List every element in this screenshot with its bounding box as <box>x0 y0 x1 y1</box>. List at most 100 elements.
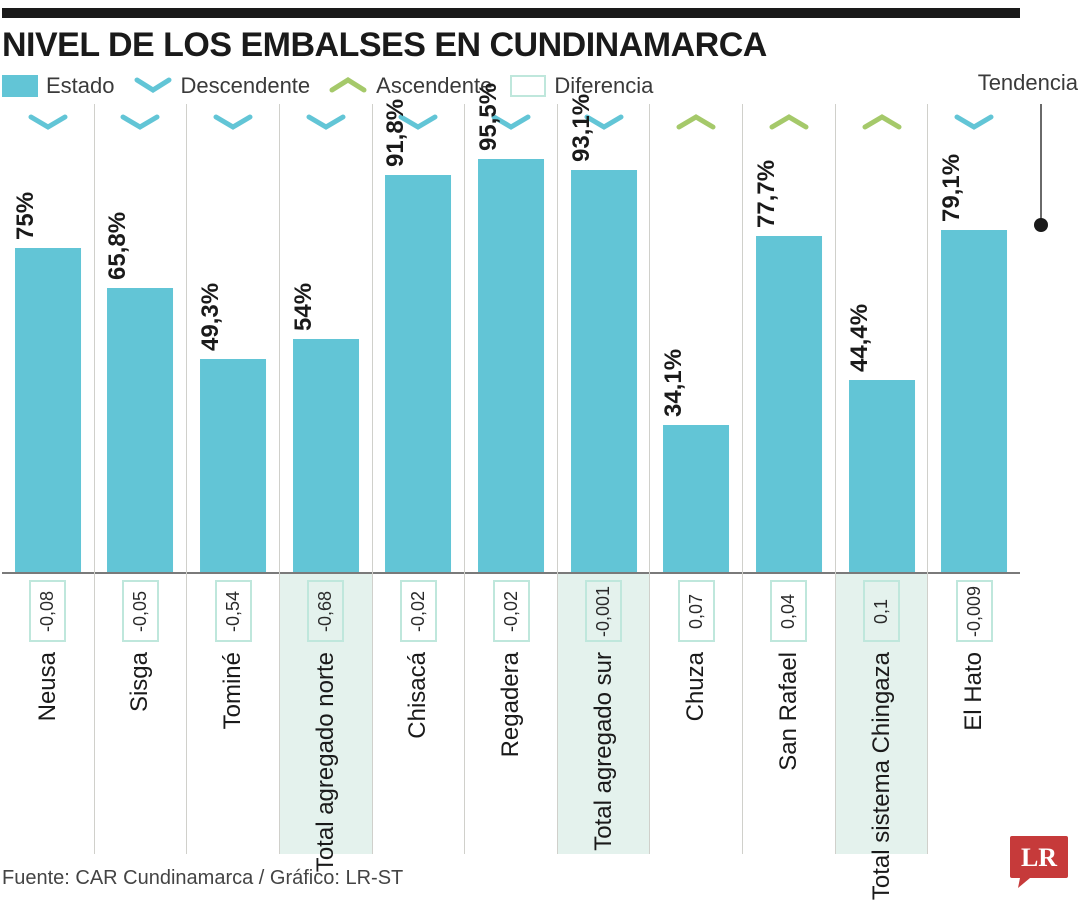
difference-box: -0,08 <box>29 580 66 642</box>
bar <box>478 159 544 572</box>
difference-box: -0,68 <box>307 580 344 642</box>
bar-value-label: 91,8% <box>382 99 410 167</box>
column-footer: 0,04San Rafael <box>743 574 835 854</box>
difference-box: 0,1 <box>863 580 900 642</box>
chart-column: 79,1% -0,009 El Hato <box>928 104 1020 854</box>
bar <box>571 170 637 572</box>
legend-ascendente: Ascendente <box>328 73 492 99</box>
chevron-down-icon <box>210 111 256 133</box>
chart-column: 95,5% -0,02 Regadera <box>465 104 558 854</box>
difference-box: -0,009 <box>956 580 993 642</box>
column-footer: 0,1Total sistema Chingaza <box>836 574 928 854</box>
bar-value-label: 95,5% <box>475 83 503 151</box>
bar-value-label: 79,1% <box>938 154 966 222</box>
chart-column: 54% -0,68Total agregado norte <box>280 104 373 854</box>
difference-box: -0,02 <box>400 580 437 642</box>
bar-zone: 65,8% <box>95 140 187 574</box>
column-footer: -0,02 Chisacá <box>373 574 465 854</box>
bar <box>849 380 915 572</box>
chart-column: 91,8% -0,02 Chisacá <box>373 104 466 854</box>
column-footer: -0,02 Regadera <box>465 574 557 854</box>
tendencia-label: Tendencia <box>978 70 1078 96</box>
bar-value-label: 93,1% <box>568 94 596 162</box>
chart-column: 44,4%0,1Total sistema Chingaza <box>836 104 929 854</box>
trend-indicator <box>280 104 372 140</box>
legend-descendente: Descendente <box>133 73 311 99</box>
difference-box: 0,07 <box>678 580 715 642</box>
bar-zone: 44,4% <box>836 140 928 574</box>
legend-estado: Estado <box>2 73 115 99</box>
difference-box: -0,05 <box>122 580 159 642</box>
chevron-up-icon <box>859 111 905 133</box>
bar <box>385 175 451 572</box>
bar-zone: 49,3% <box>187 140 279 574</box>
chevron-up-icon <box>766 111 812 133</box>
bar <box>293 339 359 572</box>
bar <box>200 359 266 572</box>
trend-indicator <box>95 104 187 140</box>
trend-indicator <box>650 104 742 140</box>
category-label: Total agregado norte <box>312 652 340 872</box>
difference-box: -0,02 <box>493 580 530 642</box>
trend-indicator <box>187 104 279 140</box>
column-footer: -0,05Sisga <box>95 574 187 854</box>
chart-title: NIVEL DE LOS EMBALSES EN CUNDINAMARCA <box>2 26 767 65</box>
chart-column: 34,1% 0,07 Chuza <box>650 104 743 854</box>
category-label: Chisacá <box>404 652 432 739</box>
bar <box>107 288 173 572</box>
title-rule <box>2 8 1020 18</box>
difference-box: -0,54 <box>215 580 252 642</box>
bar-zone: 34,1% <box>650 140 742 574</box>
chart-column: 65,8% -0,05Sisga <box>95 104 188 854</box>
category-label: Chuza <box>682 652 710 721</box>
estado-swatch <box>2 75 38 97</box>
bar <box>756 236 822 572</box>
bar-zone: 93,1% <box>558 140 650 574</box>
chevron-down-icon <box>133 76 173 96</box>
category-label: El Hato <box>960 652 988 731</box>
bar-zone: 91,8% <box>373 140 465 574</box>
source-text: Fuente: CAR Cundinamarca / Gráfico: LR-S… <box>2 867 403 890</box>
tendencia-leader-dot <box>1034 218 1048 232</box>
trend-indicator <box>928 104 1020 140</box>
chart-column: 75% -0,08Neusa <box>2 104 95 854</box>
bar-value-label: 49,3% <box>197 283 225 351</box>
tendencia-leader-line <box>1040 104 1042 220</box>
bar-value-label: 75% <box>12 192 40 240</box>
category-label: Total sistema Chingaza <box>868 652 896 900</box>
chart-column: 93,1% -0,001 Total agregado sur <box>558 104 651 854</box>
chevron-up-icon <box>673 111 719 133</box>
column-footer: 0,07 Chuza <box>650 574 742 854</box>
column-footer: -0,08Neusa <box>2 574 94 854</box>
bar <box>941 230 1007 572</box>
chart-column: 77,7% 0,04San Rafael <box>743 104 836 854</box>
column-footer: -0,54Tominé <box>187 574 279 854</box>
bar-value-label: 54% <box>290 283 318 331</box>
chevron-down-icon <box>303 111 349 133</box>
lr-logo: LR <box>1008 834 1070 890</box>
bar-zone: 95,5% <box>465 140 557 574</box>
column-footer: -0,68Total agregado norte <box>280 574 372 854</box>
diferencia-swatch <box>510 75 546 97</box>
category-label: Total agregado sur <box>590 652 618 851</box>
difference-box: -0,001 <box>585 580 622 642</box>
trend-indicator <box>836 104 928 140</box>
bar-value-label: 65,8% <box>104 212 132 280</box>
trend-indicator <box>2 104 94 140</box>
legend: Estado Descendente Ascendente Diferencia <box>2 70 1020 102</box>
bar-value-label: 77,7% <box>753 160 781 228</box>
trend-indicator <box>743 104 835 140</box>
logo-text: LR <box>1021 843 1057 872</box>
column-footer: -0,001 Total agregado sur <box>558 574 650 854</box>
difference-box: 0,04 <box>770 580 807 642</box>
bar-zone: 54% <box>280 140 372 574</box>
chevron-down-icon <box>117 111 163 133</box>
legend-label: Descendente <box>181 73 311 99</box>
chevron-down-icon <box>25 111 71 133</box>
bar-zone: 79,1% <box>928 140 1020 574</box>
category-label: Regadera <box>497 652 525 757</box>
chart-column: 49,3% -0,54Tominé <box>187 104 280 854</box>
chevron-down-icon <box>951 111 997 133</box>
chevron-up-icon <box>328 76 368 96</box>
bar-value-label: 34,1% <box>660 349 688 417</box>
